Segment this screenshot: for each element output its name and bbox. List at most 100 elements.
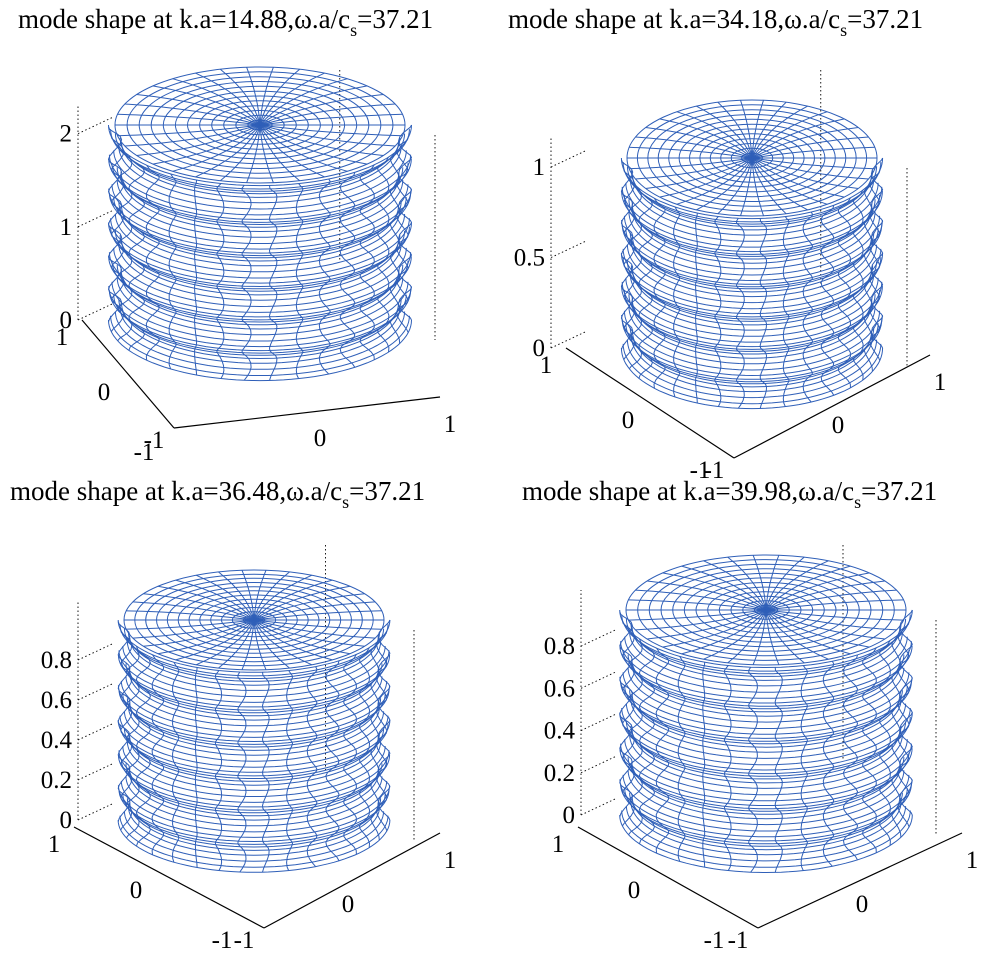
mesh-ring: [121, 205, 399, 262]
mesh-ring: [623, 215, 881, 276]
mesh-ring: [128, 806, 380, 856]
mesh-meridian: [723, 665, 732, 871]
mesh-ring: [630, 725, 902, 780]
cap-spoke: [126, 619, 255, 630]
mesh-meridian: [620, 159, 634, 350]
mesh-ring: [623, 310, 881, 371]
mesh-ring: [631, 203, 873, 260]
subplot-4-title: mode shape at k.a=39.98,ω.a/cs=37.21: [522, 476, 937, 512]
mesh-meridian: [145, 164, 160, 361]
cap-spoke: [136, 94, 261, 126]
mesh-ring: [631, 663, 901, 717]
mesh-ring: [621, 285, 883, 348]
z-gridline: [77, 117, 113, 135]
mesh-meridian: [897, 621, 910, 828]
z-gridline: [77, 803, 113, 821]
x-tick-label: -1: [234, 927, 255, 954]
cap-spoke: [172, 78, 261, 126]
cap-spoke: [628, 609, 767, 621]
mesh-meridian: [748, 666, 758, 873]
cap-spoke: [765, 609, 897, 631]
cap-spoke: [259, 124, 396, 147]
x-tick-label: 0: [856, 891, 869, 918]
mesh-meridian: [869, 170, 881, 361]
mesh-meridian: [389, 148, 401, 344]
mesh-meridian: [168, 173, 177, 370]
cap-spoke: [696, 157, 753, 211]
cap-spoke: [253, 571, 290, 621]
x-axis: [173, 396, 441, 429]
mesh-ring: [631, 207, 873, 264]
y-tick-label: -1: [134, 439, 155, 466]
mesh-ring: [129, 637, 379, 686]
cap-spoke: [259, 124, 325, 178]
cap-spoke: [253, 585, 351, 621]
cap-spoke: [696, 105, 753, 159]
z-tick-label: 0.8: [41, 647, 72, 674]
mesh-meridian: [110, 136, 125, 332]
cap-spoke: [751, 157, 875, 170]
cap-spoke: [645, 157, 753, 189]
mesh-meridian: [125, 637, 140, 839]
cap-spoke: [253, 610, 382, 621]
mesh-meridian: [286, 670, 294, 871]
y-axis: [81, 319, 175, 429]
cap-spoke: [765, 556, 805, 611]
y-tick-label: -1: [212, 927, 233, 954]
mesh-meridian: [822, 660, 835, 867]
cap-spoke: [253, 619, 267, 670]
cap-spoke: [246, 124, 261, 183]
cap-spoke: [703, 609, 767, 660]
cap-spoke: [645, 127, 753, 159]
box-edge: [580, 545, 937, 835]
mesh-meridian: [359, 164, 375, 360]
cap-spoke: [751, 146, 875, 159]
mesh-ring: [117, 819, 391, 873]
cap-spoke: [117, 113, 261, 126]
mesh-ring: [622, 248, 882, 310]
mesh-meridian: [318, 178, 331, 375]
mesh-meridian: [194, 179, 198, 376]
z-tick-label: 0: [533, 335, 546, 362]
cap-spoke: [765, 609, 870, 648]
cap-spoke: [241, 570, 255, 621]
box-edge: [550, 70, 908, 368]
cap-spoke: [259, 103, 396, 126]
cap-spoke: [727, 609, 767, 664]
mesh-meridian: [774, 667, 783, 873]
cap-spoke: [765, 609, 780, 665]
mesh-meridian: [677, 656, 686, 862]
mesh-meridian: [135, 646, 151, 847]
cap-spoke: [195, 124, 261, 178]
cap-spoke: [259, 67, 274, 126]
z-gridline: [77, 303, 113, 321]
mesh-meridian: [343, 654, 357, 855]
cap-spoke: [253, 601, 376, 621]
cap-spoke: [259, 124, 301, 182]
mesh-meridian: [376, 630, 388, 832]
cap-spoke: [124, 124, 261, 147]
mesh-ring: [621, 707, 911, 766]
mesh-ring: [120, 680, 388, 733]
cap-spoke: [172, 124, 261, 172]
mesh-meridian: [339, 172, 356, 368]
cap-spoke: [259, 124, 403, 137]
mesh-ring: [631, 298, 873, 355]
cap-spoke: [765, 609, 805, 664]
cap-spoke: [259, 124, 368, 165]
x-axis: [263, 832, 441, 929]
cap-spoke: [751, 157, 828, 205]
cap-spoke: [765, 599, 904, 611]
cap-spoke: [259, 113, 403, 126]
cap-spoke: [152, 124, 261, 165]
cap-spoke: [751, 105, 808, 159]
mesh-meridian: [619, 611, 633, 817]
x-tick-label: 0: [342, 891, 355, 918]
cap-spoke: [157, 619, 255, 655]
cap-spoke: [218, 571, 255, 621]
y-tick-label: 1: [48, 831, 61, 858]
mesh-meridian: [863, 181, 874, 372]
cap-spoke: [218, 619, 255, 669]
z-tick-label: 2: [60, 121, 73, 148]
z-tick-label: 0.8: [544, 633, 575, 660]
